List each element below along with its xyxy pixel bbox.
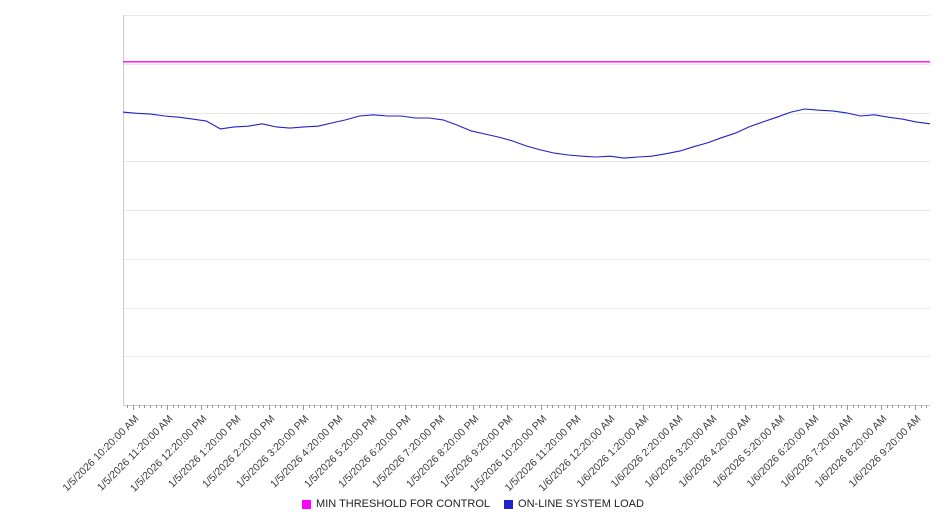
legend-label-min-threshold: MIN THRESHOLD FOR CONTROL — [316, 498, 491, 510]
threshold-swatch-icon — [302, 499, 312, 509]
plot-area — [122, 15, 931, 413]
legend-label-system-load: ON-LINE SYSTEM LOAD — [518, 498, 644, 510]
legend-item-system-load[interactable]: ON-LINE SYSTEM LOAD — [504, 498, 644, 510]
legend: MIN THRESHOLD FOR CONTROL ON-LINE SYSTEM… — [0, 498, 946, 510]
plot-svg — [122, 15, 931, 410]
legend-item-min-threshold[interactable]: MIN THRESHOLD FOR CONTROL — [302, 498, 490, 510]
system-load-line — [122, 108, 931, 159]
system-load-swatch-icon — [504, 499, 514, 509]
